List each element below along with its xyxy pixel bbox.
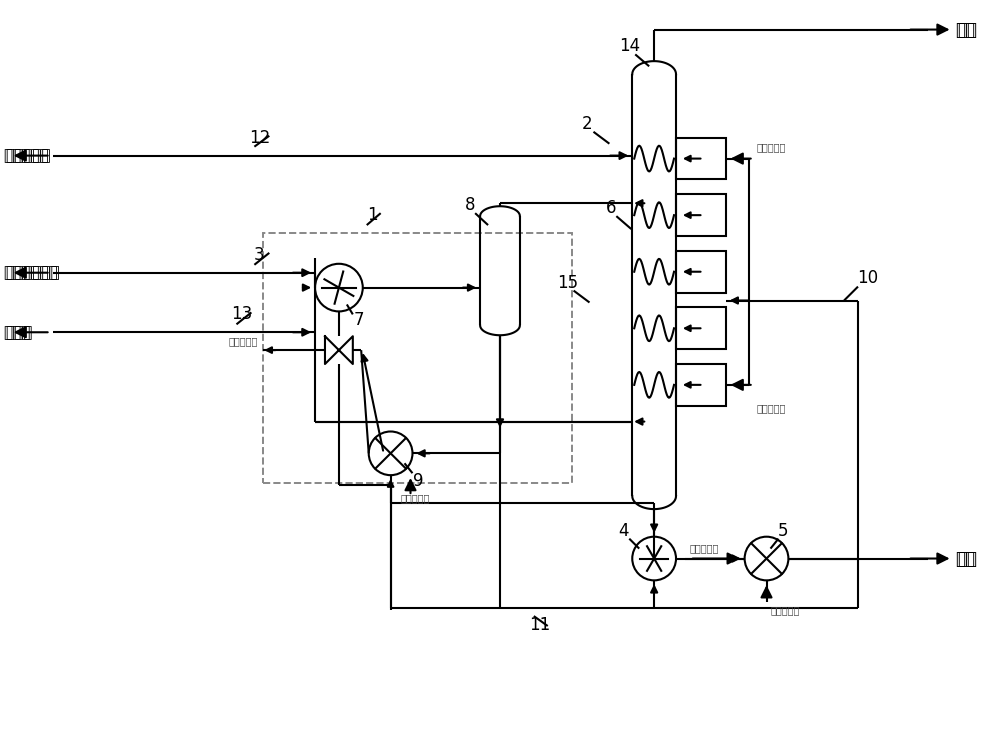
Text: 15: 15 [557, 274, 578, 291]
Text: 10: 10 [857, 269, 879, 287]
Text: 氧化剂: 氧化剂 [3, 325, 30, 340]
Text: 硝酸: 硝酸 [957, 550, 977, 567]
Bar [676, 194, 726, 236]
Text: 7: 7 [354, 311, 364, 329]
Text: 尾气: 尾气 [957, 20, 977, 39]
Text: 循环水上水: 循环水上水 [401, 493, 430, 503]
Bar [676, 307, 726, 349]
Text: 硝酸: 硝酸 [955, 550, 975, 567]
Text: 循环水回水: 循环水回水 [229, 336, 258, 346]
Text: 氮氧化物废气: 氮氧化物废气 [3, 265, 58, 280]
Text: 5: 5 [778, 522, 789, 539]
Text: 6: 6 [606, 199, 617, 217]
Text: 冷冻水回水: 冷冻水回水 [757, 403, 786, 413]
Text: 1: 1 [367, 206, 378, 224]
Text: 尾气: 尾气 [955, 20, 975, 39]
Text: 12: 12 [249, 129, 270, 146]
Bar [676, 138, 726, 179]
Text: 氧化剂: 氧化剂 [5, 325, 32, 340]
Text: 一级吸收液: 一级吸收液 [5, 148, 50, 163]
Text: 4: 4 [618, 522, 629, 539]
Bar [676, 364, 726, 406]
Text: 氮氧化物废气: 氮氧化物废气 [5, 265, 60, 280]
Text: 14: 14 [619, 37, 640, 56]
Text: 一级吸收液: 一级吸收液 [3, 148, 48, 163]
Text: 9: 9 [413, 472, 424, 490]
Text: 13: 13 [231, 305, 252, 324]
Text: 3: 3 [254, 246, 265, 264]
Text: 循环水上水: 循环水上水 [770, 605, 800, 615]
Text: 8: 8 [465, 196, 475, 214]
Text: 2: 2 [582, 115, 593, 132]
Bar [676, 251, 726, 293]
Text: 11: 11 [529, 616, 550, 634]
Text: 冷冻水上水: 冷冻水上水 [757, 143, 786, 153]
Text: 循环水回水: 循环水回水 [690, 544, 719, 553]
Bar [263, 233, 572, 483]
